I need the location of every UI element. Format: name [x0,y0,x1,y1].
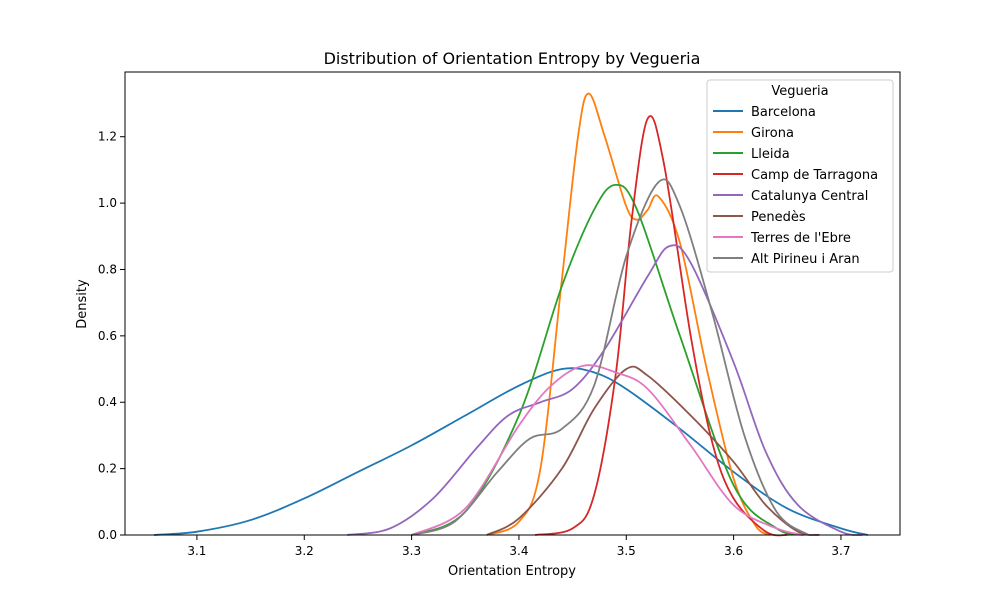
plot-area [124,71,901,537]
x-tick-label: 3.5 [617,544,636,558]
series-line-3 [534,115,788,537]
legend-box [706,79,894,273]
legend: Vegueria Barcelona Girona Lleida Camp de Tar… [706,79,894,273]
y-tick-label: 0.8 [98,262,117,276]
series-line-6 [411,364,804,536]
y-tick-label: 1.0 [98,196,117,210]
series-line-1 [486,92,770,536]
chart-title: Distribution of Orientation Entropy by V… [324,49,701,68]
legend-title: Vegueria [771,84,828,99]
x-tick-label: 3.1 [187,544,206,558]
x-axis-label: Orientation Entropy [448,564,576,579]
axes-frame [124,71,901,536]
legend-entry: Terres de l'Ebre [750,231,851,246]
y-tick-label: 0.2 [98,462,117,476]
series-line-2 [411,183,804,536]
x-axis-ticks: 3.1 3.2 3.3 3.4 3.5 3.6 3.7 [187,535,851,558]
legend-entry: Alt Pirineu i Aran [751,252,860,267]
legend-entry: Lleida [751,147,790,162]
y-axis-ticks: 0.0 0.2 0.4 0.6 0.8 1.0 1.2 [98,130,125,542]
legend-entry: Catalunya Central [751,189,868,204]
x-tick-label: 3.2 [295,544,314,558]
series-line-5 [486,365,820,536]
x-tick-label: 3.6 [724,544,743,558]
y-axis-label: Density [75,279,90,329]
series-line-7 [411,178,810,536]
y-tick-label: 0.4 [98,395,117,409]
x-tick-label: 3.3 [402,544,421,558]
y-tick-label: 0.6 [98,329,117,343]
y-tick-label: 0.0 [98,528,117,542]
legend-entry: Barcelona [751,105,816,120]
legend-entry: Penedès [751,210,806,225]
x-tick-label: 3.4 [509,544,528,558]
y-tick-label: 1.2 [98,130,117,144]
legend-entry: Camp de Tarragona [751,168,878,183]
series-line-0 [153,367,869,536]
legend-entry: Girona [751,126,794,141]
x-tick-label: 3.7 [831,544,850,558]
series-line-4 [347,244,863,536]
